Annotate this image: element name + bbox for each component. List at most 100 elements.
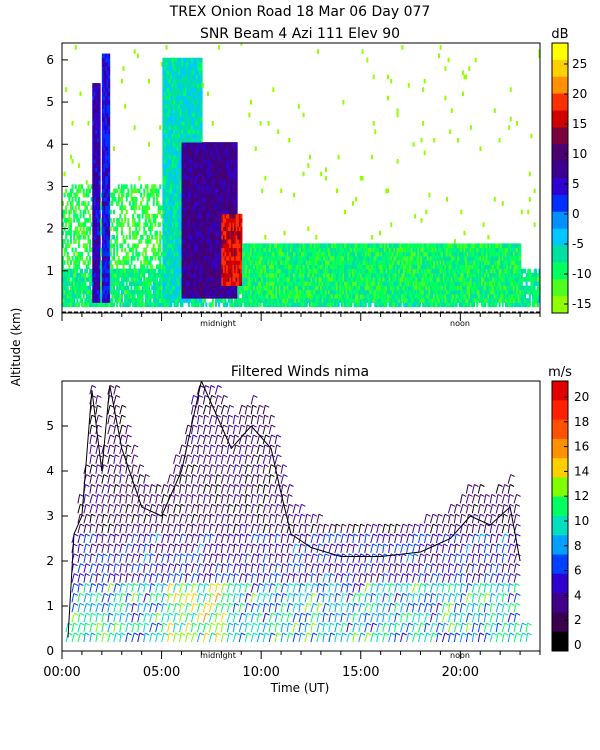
snr-cell [347, 298, 350, 303]
snr-cell [214, 201, 217, 206]
snr-cell [187, 209, 190, 215]
snr-cell [92, 184, 95, 189]
snr-cell [202, 196, 205, 202]
snr-cell [205, 218, 208, 223]
snr-cell [148, 277, 151, 282]
snr-cell [192, 154, 195, 160]
snr-cell [62, 285, 64, 291]
snr-cell [250, 277, 253, 282]
snr-cell [159, 205, 162, 211]
snr-cell [253, 285, 256, 291]
snr-cell [90, 184, 93, 189]
snr-cell [95, 285, 98, 291]
snr-cell [175, 247, 178, 253]
snr-cell [154, 281, 157, 286]
snr-cell [63, 239, 66, 244]
snr-cell [181, 74, 184, 80]
snr-cell [264, 281, 267, 286]
snr-cell [65, 234, 68, 240]
snr-cell [313, 243, 316, 249]
snr-cell [95, 281, 98, 286]
snr-cell [232, 256, 235, 261]
snr-cell [183, 61, 186, 67]
snr-cell [342, 268, 345, 274]
snr-cell [265, 272, 268, 278]
snr-cell [192, 175, 195, 181]
snr-cell [65, 285, 68, 291]
snr-cell [120, 222, 123, 227]
snr-cell [105, 234, 108, 240]
snr-cell [192, 70, 195, 76]
snr-cell [92, 285, 95, 291]
snr-cell [179, 302, 182, 308]
snr-cell [175, 74, 178, 80]
snr-cell [206, 264, 209, 270]
snr-cell [264, 289, 267, 295]
snr-cell [261, 256, 264, 261]
snr-cell [162, 302, 165, 308]
snr-cell [141, 209, 144, 215]
snr-cell [128, 302, 131, 308]
snr-cell [122, 289, 125, 295]
snr-cell [79, 226, 82, 232]
snr-cell [213, 277, 216, 282]
snr-cell [218, 294, 221, 299]
snr-cell [213, 205, 216, 211]
snr-cell [320, 268, 323, 274]
snr-cell [189, 294, 192, 299]
snr-cell [100, 277, 103, 282]
snr-cell [76, 302, 79, 308]
snr-cell [195, 112, 198, 118]
snr-cell [178, 74, 181, 80]
snr-cell [348, 264, 351, 270]
snr-cell [324, 264, 327, 270]
snr-cell [191, 142, 194, 147]
snr-cell [262, 285, 265, 291]
snr-cell [128, 226, 131, 232]
snr-cell [339, 272, 342, 278]
snr-cell [216, 264, 219, 270]
snr-cell [192, 218, 195, 223]
snr-cell [106, 57, 109, 63]
snr-cell [280, 251, 283, 257]
snr-cell [218, 222, 221, 227]
snr-cell [138, 298, 141, 303]
snr-cell [187, 234, 190, 240]
snr-cell [235, 201, 238, 206]
snr-cell [348, 302, 351, 308]
snr-cell [275, 260, 278, 265]
snr-cell [342, 285, 345, 291]
snr-cell [267, 264, 270, 270]
snr-cell [259, 302, 262, 308]
snr-cell [321, 247, 324, 253]
snr-cell [213, 281, 216, 286]
snr-cell [304, 272, 307, 278]
snr-cell [222, 175, 225, 181]
snr-cell [143, 209, 146, 215]
snr-cell [151, 264, 154, 270]
snr-cell [344, 243, 347, 249]
snr-cell [203, 277, 206, 282]
snr-cell [305, 272, 308, 278]
snr-cell [109, 289, 112, 295]
snr-cell [230, 218, 233, 223]
snr-cell [108, 150, 111, 156]
snr-cell [144, 289, 147, 295]
snr-cell [170, 184, 173, 189]
snr-cell [116, 230, 119, 236]
snr-cell [221, 159, 224, 164]
snr-cell [203, 196, 206, 202]
snr-cell [98, 285, 101, 291]
snr-cell [93, 104, 96, 109]
snr-cell [248, 268, 251, 274]
snr-cell [152, 272, 155, 278]
snr-cell [261, 188, 264, 194]
snr-cell [93, 243, 96, 249]
snr-cell [135, 205, 138, 211]
snr-cell [189, 243, 192, 249]
snr-cell [95, 167, 98, 173]
snr-cell [125, 289, 128, 295]
snr-cell [100, 289, 103, 295]
snr-cell [141, 289, 144, 295]
snr-cell [170, 218, 173, 223]
